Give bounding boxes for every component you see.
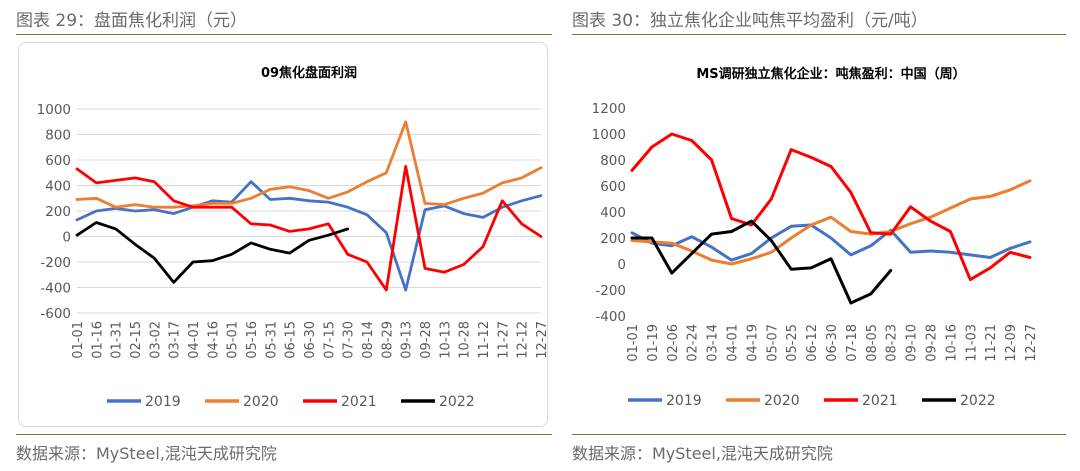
x-tick-label: 09-13 — [400, 321, 415, 359]
x-tick-label: 07-15 — [322, 321, 337, 359]
x-tick-label: 06-15 — [284, 321, 299, 359]
y-tick-label: 600 — [600, 179, 626, 195]
x-tick-label: 04-19 — [745, 324, 760, 362]
y-tick-label: 400 — [45, 179, 71, 195]
x-tick-label: 08-29 — [380, 321, 395, 359]
x-tick-label: 11-27 — [496, 321, 511, 359]
x-tick-label: 07-30 — [342, 321, 357, 359]
y-tick-label: 1200 — [592, 101, 626, 117]
x-tick-label: 01-01 — [626, 324, 641, 362]
series-line-2020 — [75, 120, 543, 209]
y-tick-label: 1000 — [37, 102, 71, 118]
x-tick-label: 04-01 — [726, 324, 741, 362]
x-tick-label: 01-01 — [71, 321, 86, 359]
left-caption-rule — [16, 34, 552, 35]
series-line-2019 — [75, 180, 543, 292]
x-tick-label: 02-24 — [686, 324, 701, 362]
y-tick-label: 0 — [62, 230, 71, 246]
x-tick-label: 12-12 — [516, 321, 531, 359]
chart-title: 09焦化盘面利润 — [261, 65, 357, 81]
x-tick-label: 05-16 — [245, 321, 260, 359]
x-tick-label: 06-30 — [303, 321, 318, 359]
legend-label-2021: 2021 — [862, 393, 898, 409]
series-line-2022 — [630, 219, 893, 305]
legend-label-2019: 2019 — [145, 394, 181, 410]
x-tick-label: 03-02 — [148, 321, 163, 359]
x-tick-label: 04-01 — [187, 321, 202, 359]
y-tick-label: -400 — [595, 309, 626, 325]
x-tick-label: 06-12 — [805, 324, 820, 362]
series-line-2022 — [75, 221, 350, 284]
x-tick-label: 12-27 — [1024, 324, 1039, 362]
legend-label-2022: 2022 — [439, 394, 475, 410]
left-source-rule — [16, 434, 552, 435]
x-tick-label: 01-16 — [90, 321, 105, 359]
x-tick-label: 02-15 — [129, 321, 144, 359]
x-tick-label: 07-18 — [845, 324, 860, 362]
right-figure-caption: 图表 30：独立焦化企业吨焦平均盈利（元/吨） — [572, 11, 928, 31]
x-tick-label: 02-06 — [666, 324, 681, 362]
x-tick-label: 09-28 — [925, 324, 940, 362]
y-tick-label: 1000 — [592, 127, 626, 143]
x-tick-label: 10-13 — [438, 321, 453, 359]
series-line-2020 — [630, 179, 1032, 266]
series-line-2021 — [630, 132, 1032, 282]
y-tick-label: -400 — [40, 281, 71, 297]
x-tick-label: 10-16 — [944, 324, 959, 362]
legend-label-2021: 2021 — [341, 394, 377, 410]
left-figure-caption: 图表 29：盘面焦化利润（元） — [16, 11, 248, 31]
legend-label-2022: 2022 — [960, 393, 996, 409]
y-tick-label: 800 — [600, 153, 626, 169]
x-tick-label: 08-23 — [885, 324, 900, 362]
y-tick-label: 600 — [45, 153, 71, 169]
x-tick-label: 05-01 — [226, 321, 241, 359]
right-caption-rule — [572, 34, 1066, 35]
x-tick-label: 11-03 — [964, 324, 979, 362]
x-tick-label: 01-31 — [110, 321, 125, 359]
x-tick-label: 10-28 — [458, 321, 473, 359]
x-tick-label: 08-14 — [361, 321, 376, 359]
x-tick-label: 01-19 — [646, 324, 661, 362]
x-tick-label: 03-14 — [706, 324, 721, 362]
right-chart-panel: MS调研独立焦化企业：吨焦盈利：中国（周） 1200 1000 800 600 400 20… — [575, 42, 1065, 427]
y-tick-label: 0 — [617, 257, 626, 273]
coking-futures-profit-chart: 09焦化盘面利润10008006004002000-200-400-60001-… — [37, 65, 550, 410]
legend-label-2020: 2020 — [243, 394, 279, 410]
x-tick-label: 04-16 — [206, 321, 221, 359]
y-tick-label: -200 — [595, 283, 626, 299]
independent-coking-profit-chart: MS调研独立焦化企业：吨焦盈利：中国（周） 1200 1000 800 600 400 20… — [592, 66, 1039, 409]
x-tick-label: 06-30 — [825, 324, 840, 362]
x-tick-label: 09-28 — [419, 321, 434, 359]
x-tick-label: 09-10 — [905, 324, 920, 362]
x-tick-label: 12-09 — [1004, 324, 1019, 362]
x-tick-label: 08-05 — [865, 324, 880, 362]
legend-label-2020: 2020 — [764, 393, 800, 409]
chart-title: MS调研独立焦化企业：吨焦盈利：中国（周） — [696, 66, 965, 82]
y-tick-label: -200 — [40, 255, 71, 271]
right-source-rule — [572, 434, 1066, 435]
y-tick-label: 800 — [45, 128, 71, 144]
legend-label-2019: 2019 — [666, 393, 702, 409]
x-tick-label: 05-31 — [264, 321, 279, 359]
left-source-note: 数据来源：MySteel,混沌天成研究院 — [16, 444, 277, 463]
y-tick-label: 200 — [45, 204, 71, 220]
y-tick-label: 400 — [600, 205, 626, 221]
series-line-2021 — [75, 165, 543, 292]
x-tick-label: 11-12 — [477, 321, 492, 359]
right-source-note: 数据来源：MySteel,混沌天成研究院 — [572, 444, 833, 463]
x-tick-label: 03-17 — [168, 321, 183, 359]
x-tick-label: 05-25 — [785, 324, 800, 362]
x-tick-label: 11-21 — [984, 324, 999, 362]
x-tick-label: 12-27 — [535, 321, 550, 359]
x-tick-label: 05-07 — [765, 324, 780, 362]
y-tick-label: -600 — [40, 306, 71, 322]
y-tick-label: 200 — [600, 231, 626, 247]
left-chart-panel: 09焦化盘面利润 1000 800 600 400 200 0 -200 -400 -600 01-… — [18, 42, 550, 427]
series-line-2019 — [630, 223, 1032, 262]
